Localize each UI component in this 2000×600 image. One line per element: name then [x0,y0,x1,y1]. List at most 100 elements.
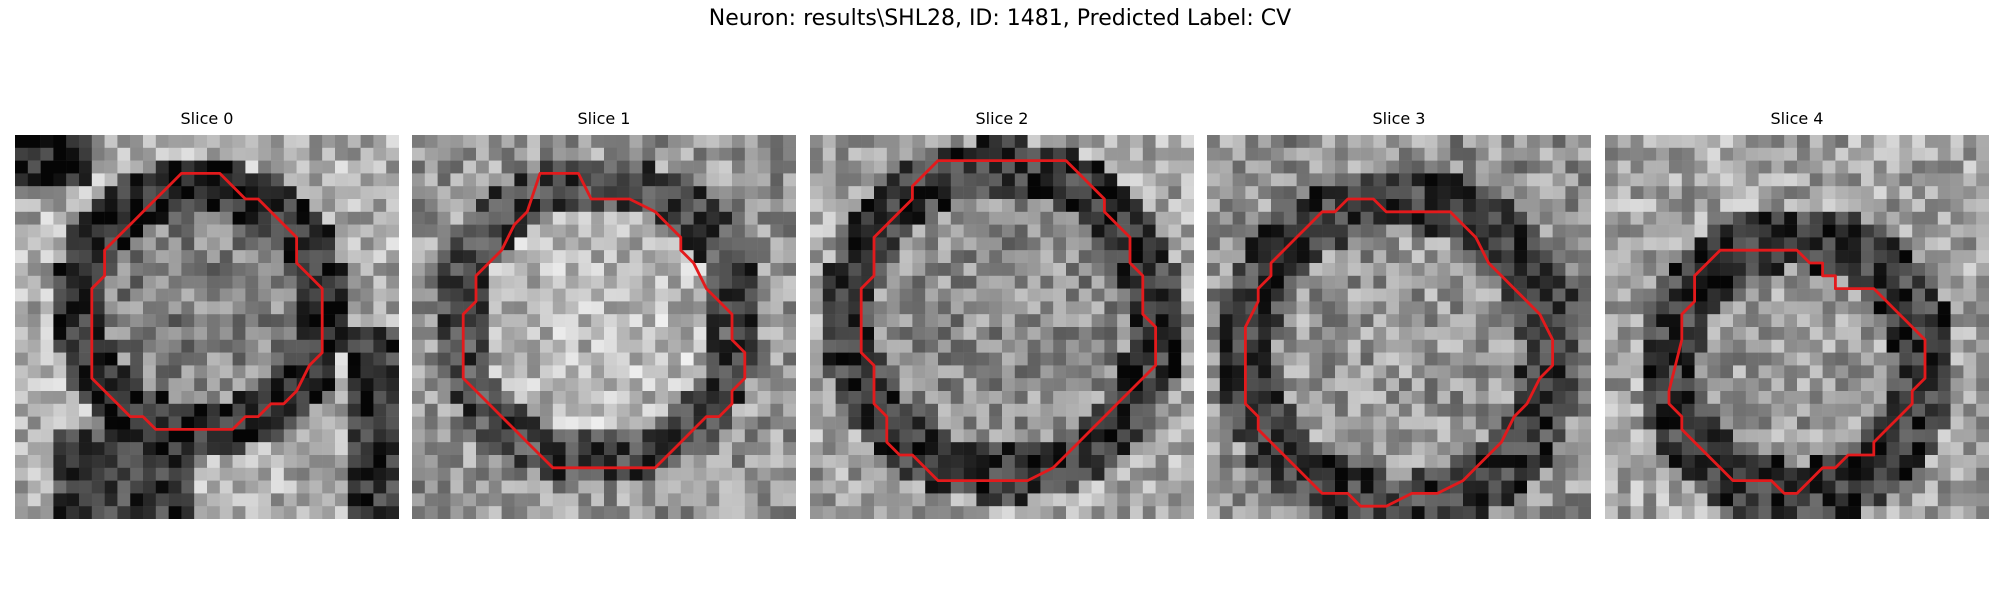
pixel-cell [1078,199,1092,213]
pixel-cell [1848,301,1862,315]
pixel-cell [1309,199,1323,213]
pixel-cell [899,173,913,187]
pixel-cell [1014,455,1028,469]
pixel-cell [309,250,323,264]
pixel-cell [565,416,579,430]
pixel-cell [1771,275,1785,289]
pixel-cell [143,147,157,161]
pixel-cell [540,429,554,443]
pixel-cell [1091,429,1105,443]
pixel-cell [1605,160,1619,174]
pixel-cell [1488,378,1502,392]
pixel-cell [976,365,990,379]
pixel-cell [1501,378,1515,392]
pixel-cell [412,506,426,519]
pixel-cell [386,467,399,481]
pixel-cell [360,211,374,225]
pixel-cell [1040,455,1054,469]
slice-2-svg [810,135,1194,519]
pixel-cell [604,237,618,251]
pixel-cell [386,199,399,213]
pixel-cell [770,365,784,379]
pixel-cell [578,160,592,174]
pixel-cell [1232,467,1246,481]
pixel-cell [1258,186,1272,200]
pixel-cell [848,314,862,328]
pixel-cell [1002,339,1016,353]
pixel-cell [655,429,669,443]
pixel-cell [912,493,926,507]
pixel-cell [1078,467,1092,481]
pixel-cell [552,173,566,187]
pixel-cell [1501,135,1515,149]
pixel-cell [527,403,541,417]
pixel-cell [1488,301,1502,315]
pixel-cell [412,224,426,238]
pixel-cell [989,211,1003,225]
slice-1-image [412,135,796,519]
pixel-cell [1104,339,1118,353]
pixel-cell [629,493,643,507]
pixel-cell [1207,378,1221,392]
pixel-cell [783,301,796,315]
pixel-cell [1347,224,1361,238]
pixel-cell [1091,263,1105,277]
pixel-cell [1950,147,1964,161]
pixel-cell [1207,237,1221,251]
pixel-cell [104,135,118,149]
pixel-cell [1232,211,1246,225]
pixel-cell [1296,160,1310,174]
pixel-cell [1848,237,1862,251]
pixel-cell [1784,391,1798,405]
pixel-cell [527,237,541,251]
pixel-cell [194,237,208,251]
pixel-cell [1437,403,1451,417]
pixel-cell [155,339,169,353]
pixel-cell [373,327,387,341]
pixel-cell [1617,455,1631,469]
pixel-cell [861,186,875,200]
pixel-cell [309,211,323,225]
pixel-cell [53,493,67,507]
pixel-cell [540,288,554,302]
pixel-cell [1848,378,1862,392]
pixel-cell [1347,506,1361,519]
pixel-cell [155,237,169,251]
pixel-cell [1681,493,1695,507]
pixel-cell [476,339,490,353]
pixel-cell [1168,237,1182,251]
pixel-cell [1258,250,1272,264]
pixel-cell [219,327,233,341]
pixel-cell [744,327,758,341]
pixel-cell [938,480,952,494]
pixel-cell [514,327,528,341]
pixel-cell [1976,135,1989,149]
pixel-cell [1002,314,1016,328]
pixel-cell [1155,378,1169,392]
pixel-cell [1707,314,1721,328]
pixel-cell [476,455,490,469]
pixel-cell [655,378,669,392]
pixel-cell [899,160,913,174]
pixel-cell [732,288,746,302]
pixel-cell [1835,467,1849,481]
pixel-cell [604,416,618,430]
pixel-cell [207,442,221,456]
pixel-cell [616,199,630,213]
pixel-cell [1168,263,1182,277]
pixel-cell [1399,263,1413,277]
pixel-cell [950,506,964,519]
pixel-cell [1181,250,1194,264]
pixel-cell [143,211,157,225]
pixel-cell [822,403,836,417]
pixel-cell [232,288,246,302]
pixel-cell [552,365,566,379]
pixel-cell [1040,442,1054,456]
pixel-cell [40,339,54,353]
pixel-cell [1091,211,1105,225]
pixel-cell [283,160,297,174]
pixel-cell [1066,288,1080,302]
pixel-cell [1912,288,1926,302]
pixel-cell [53,199,67,213]
pixel-cell [1886,199,1900,213]
